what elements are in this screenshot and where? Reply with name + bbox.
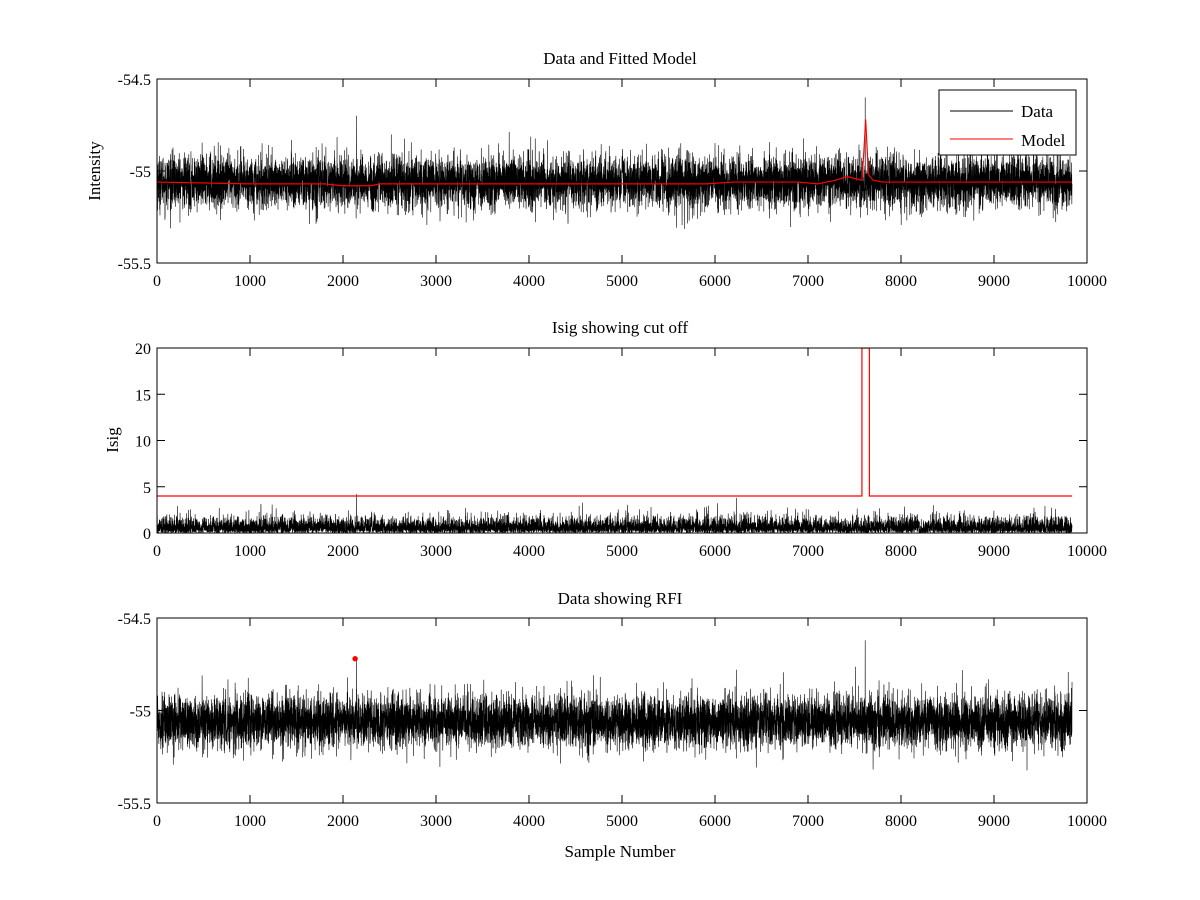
x-tick-label: 4000 [513,543,545,560]
x-tick-label: 8000 [885,543,917,560]
panel-data-and-fitted-model: Data and Fitted Model Intensity 0 1000 200… [85,49,1107,290]
y-tick-label: -54.5 [118,611,151,628]
panel-isig-showing-cut-off: Isig showing cut off Isig 0 1000 2000 3000 4… [103,318,1107,560]
x-tick-label: 10000 [1067,543,1107,560]
y-tick-label: -55.5 [118,256,151,273]
x-tick-label: 2000 [327,543,359,560]
series-group [157,97,1073,229]
x-tick-label: 8000 [885,273,917,290]
x-tick-label: 10000 [1067,813,1107,830]
series-group [157,348,1073,533]
x-tick-label: 5000 [606,813,638,830]
x-tick-label: 4000 [513,813,545,830]
x-tick-label: 8000 [885,813,917,830]
plot-area: 0 1000 2000 3000 4000 5000 6000 7000 8000 9000 100… [118,611,1107,830]
x-tick-label: 9000 [978,273,1010,290]
x-tick-label: 3000 [420,813,452,830]
x-tick-label: 6000 [699,273,731,290]
series-line-model [157,119,1073,187]
plot-area: 0 1000 2000 3000 4000 5000 6000 7000 8000 9000 100… [118,72,1107,290]
series-group [157,640,1073,771]
x-tick-label: 0 [153,273,161,290]
y-tick-label: -55 [130,704,151,721]
x-tick-label: 6000 [699,813,731,830]
x-tick-label: 3000 [420,273,452,290]
x-tick-label: 2000 [327,273,359,290]
x-tick-label: 4000 [513,273,545,290]
series-line-data [157,97,1073,229]
x-tick-label: 7000 [792,273,824,290]
x-tick-label: 1000 [234,273,266,290]
legend-label-model: Model [1021,131,1066,150]
x-tick-label: 6000 [699,543,731,560]
panel-title: Data showing RFI [558,589,683,608]
legend: Data Model [938,89,1077,156]
series-point-rfi [352,656,358,662]
series-line-isig [157,494,1073,533]
y-axis-label: Intensity [85,141,104,201]
y-tick-label: -55 [130,164,151,181]
legend-box [938,89,1077,156]
x-tick-label: 5000 [606,543,638,560]
panel-title: Isig showing cut off [552,318,688,337]
x-tick-label: 5000 [606,273,638,290]
x-tick-label: 7000 [792,543,824,560]
x-tick-label: 3000 [420,543,452,560]
panel-title: Data and Fitted Model [543,49,697,68]
series-line-cutoff [157,348,1073,497]
panel-data-showing-rfi: Data showing RFI Sample Number 0 1000 2000… [118,589,1107,861]
y-axis-label: Isig [103,427,122,453]
x-tick-label: 10000 [1067,273,1107,290]
x-tick-label: 0 [153,813,161,830]
y-tick-label: 0 [143,526,151,543]
y-tick-label: 20 [135,341,151,358]
y-tick-label: 5 [143,480,151,497]
x-tick-label: 9000 [978,813,1010,830]
y-tick-label: -55.5 [118,796,151,813]
plot-area: 0 1000 2000 3000 4000 5000 6000 7000 8000 9000 100… [135,341,1107,560]
x-tick-label: 2000 [327,813,359,830]
legend-label-data: Data [1021,102,1054,121]
x-tick-label: 0 [153,543,161,560]
x-tick-label: 1000 [234,813,266,830]
y-tick-label: -54.5 [118,72,151,89]
series-line-data [157,640,1073,771]
y-tick-label: 15 [135,387,151,404]
x-axis-label: Sample Number [565,842,676,861]
x-tick-label: 7000 [792,813,824,830]
y-tick-label: 10 [135,434,151,451]
x-tick-label: 1000 [234,543,266,560]
x-tick-label: 9000 [978,543,1010,560]
